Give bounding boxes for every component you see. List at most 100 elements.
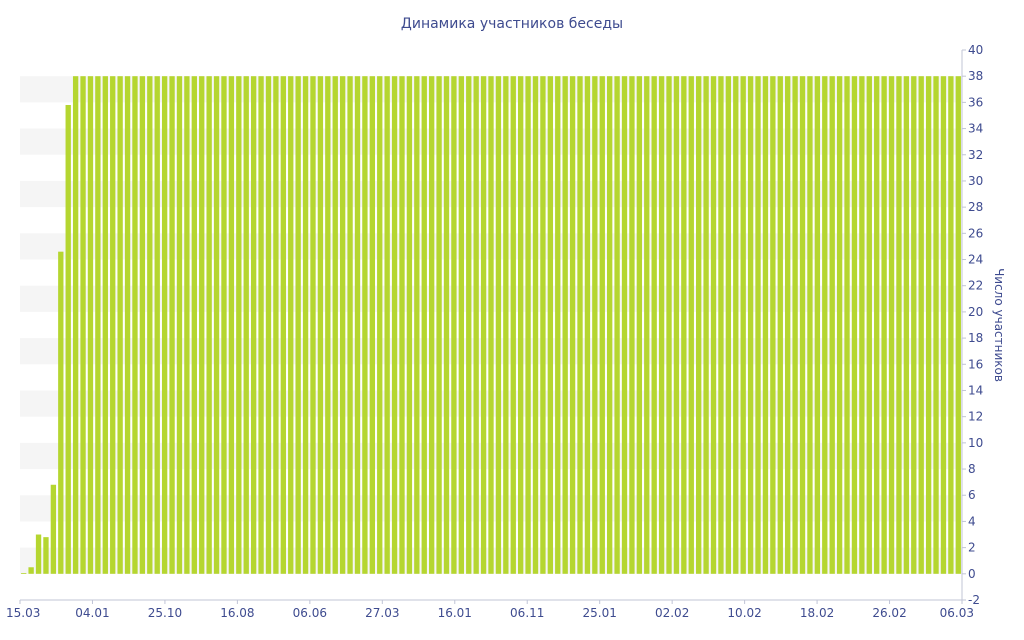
bar xyxy=(95,76,101,574)
y-tick-label: 14 xyxy=(968,383,983,397)
bar xyxy=(273,76,279,574)
y-axis-label: Число участников xyxy=(992,268,1006,382)
bar xyxy=(428,76,435,574)
bar xyxy=(288,76,294,574)
y-tick-label: 38 xyxy=(968,69,983,83)
bar xyxy=(191,76,197,574)
x-tick-label: 04.01 xyxy=(75,606,109,620)
bar xyxy=(636,76,643,574)
bar xyxy=(569,76,576,574)
bar xyxy=(948,76,954,574)
y-tick-label: 4 xyxy=(968,514,976,528)
bar xyxy=(851,76,858,574)
bar xyxy=(740,76,746,574)
bar xyxy=(792,76,798,574)
bar xyxy=(696,76,702,574)
bar xyxy=(955,76,961,574)
y-tick-label: 20 xyxy=(968,305,983,319)
y-tick-label: 8 xyxy=(968,462,976,476)
bar xyxy=(161,76,168,574)
bar xyxy=(391,76,398,574)
bar xyxy=(451,76,457,574)
bar xyxy=(369,76,375,574)
bar xyxy=(688,76,694,574)
bar xyxy=(362,76,368,574)
bar xyxy=(206,76,212,574)
bar xyxy=(733,76,739,574)
bar xyxy=(666,76,672,574)
bar xyxy=(925,76,932,574)
bar xyxy=(896,76,902,574)
bar xyxy=(354,76,361,574)
bar xyxy=(673,76,680,574)
bar xyxy=(940,76,947,574)
bar xyxy=(117,76,123,574)
bar xyxy=(918,76,924,574)
bar xyxy=(384,76,390,574)
y-tick-label: 36 xyxy=(968,95,983,109)
bar xyxy=(236,76,242,574)
bar xyxy=(814,76,821,574)
bar xyxy=(443,76,450,574)
bar xyxy=(770,76,776,574)
bar xyxy=(110,76,116,574)
bar xyxy=(310,76,316,574)
bar xyxy=(844,76,850,574)
x-tick-label: 06.03 xyxy=(940,606,974,620)
bar xyxy=(154,76,160,574)
bar xyxy=(903,76,910,574)
bar xyxy=(480,76,487,574)
y-tick-label: 22 xyxy=(968,279,983,293)
bar xyxy=(250,76,257,574)
bar xyxy=(302,76,309,574)
bar xyxy=(547,76,554,574)
y-tick-label: 18 xyxy=(968,331,983,345)
y-tick-label: 34 xyxy=(968,122,983,136)
bar xyxy=(43,537,49,574)
bar xyxy=(517,76,524,574)
bar xyxy=(139,76,146,574)
y-tick-label: 12 xyxy=(968,410,983,424)
bar xyxy=(377,76,383,574)
bar xyxy=(213,76,220,574)
bar xyxy=(777,76,783,574)
x-tick-label: 25.01 xyxy=(583,606,617,620)
bar xyxy=(228,76,235,574)
bar xyxy=(280,76,286,574)
bar xyxy=(874,76,880,574)
bar xyxy=(881,76,887,574)
bar xyxy=(406,76,413,574)
bar xyxy=(102,76,108,574)
bar xyxy=(621,76,628,574)
bar xyxy=(725,76,732,574)
bar xyxy=(599,76,605,574)
bar xyxy=(836,76,843,574)
bar xyxy=(295,76,301,574)
y-tick-label: 16 xyxy=(968,357,983,371)
bar xyxy=(421,76,427,574)
x-tick-labels: 15.03 04.01 25.10 16.08 06.06 27.03 16.01 06.11… xyxy=(6,606,974,620)
bar xyxy=(644,76,650,574)
bar xyxy=(747,76,754,574)
y-tick-label: 24 xyxy=(968,253,983,267)
bar xyxy=(458,76,465,574)
bar xyxy=(703,76,709,574)
bar xyxy=(80,76,86,574)
bar xyxy=(72,76,79,574)
bar xyxy=(221,76,227,574)
bar xyxy=(718,76,724,574)
bar xyxy=(28,567,34,574)
bar xyxy=(332,76,338,574)
bar xyxy=(124,76,131,574)
bar xyxy=(473,76,479,574)
bar xyxy=(822,76,828,574)
bar xyxy=(466,76,472,574)
bar xyxy=(258,76,264,574)
y-tick-label: 40 xyxy=(968,43,983,57)
x-tick-label: 06.06 xyxy=(293,606,327,620)
bar xyxy=(317,76,324,574)
x-tick-label: 16.01 xyxy=(438,606,472,620)
y-tick-label: 28 xyxy=(968,200,983,214)
bar xyxy=(785,76,791,574)
bar xyxy=(710,76,717,574)
